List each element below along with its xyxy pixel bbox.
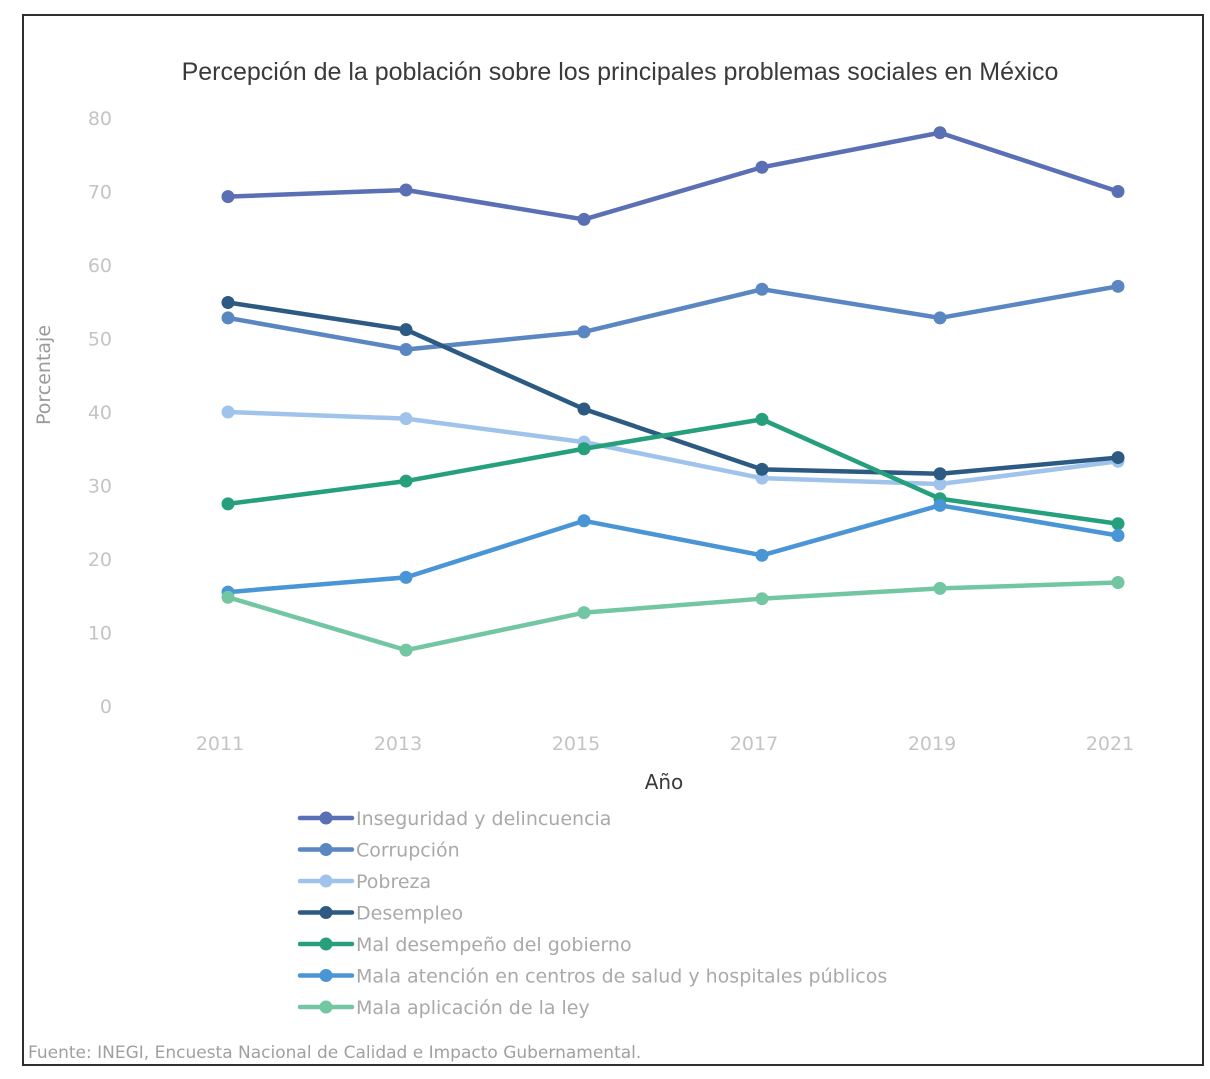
data-point	[577, 514, 591, 528]
y-tick-label: 70	[88, 182, 112, 204]
data-point	[577, 606, 591, 620]
data-point	[221, 590, 235, 604]
x-tick-label: 2011	[196, 733, 244, 755]
data-point	[399, 643, 413, 657]
series-group	[221, 279, 1125, 357]
series-lines	[221, 126, 1125, 657]
data-point	[933, 477, 947, 491]
series-group	[221, 295, 1125, 481]
data-point	[1111, 185, 1125, 198]
data-point	[577, 442, 591, 456]
y-tick-label: 80	[88, 108, 112, 130]
legend-swatch-marker	[319, 874, 333, 888]
data-point	[1111, 517, 1125, 531]
series-line	[225, 130, 1121, 222]
legend-item: Corrupción	[297, 840, 460, 862]
series-group	[221, 412, 1125, 531]
data-point	[933, 498, 947, 512]
data-point	[933, 581, 947, 595]
y-tick-label: 30	[88, 476, 112, 498]
series-line	[225, 284, 1121, 352]
x-tick-label: 2017	[730, 733, 778, 755]
chart-title: Percepción de la población sobre los pri…	[182, 58, 1059, 86]
legend-item: Pobreza	[297, 871, 431, 893]
data-point	[1111, 528, 1125, 542]
data-point	[1111, 451, 1125, 465]
series-line	[225, 503, 1121, 595]
series-group	[221, 126, 1125, 226]
y-tick-label: 10	[88, 623, 112, 645]
series-line	[225, 580, 1121, 653]
data-point	[755, 462, 769, 476]
legend-swatch-marker	[319, 906, 333, 919]
legend-label: Desempleo	[356, 903, 463, 925]
y-axis-ticks: 0 10 20 30 40 50 60 70 80	[88, 108, 112, 718]
legend-swatch-marker	[319, 937, 333, 951]
x-tick-label: 2013	[374, 733, 422, 755]
data-point	[221, 497, 235, 511]
legend-swatch-marker	[319, 811, 333, 825]
series-group	[221, 405, 1125, 491]
x-tick-label: 2021	[1086, 733, 1134, 755]
legend-label: Inseguridad y delincuencia	[356, 808, 611, 830]
x-tick-label: 2015	[552, 733, 600, 755]
data-point	[933, 126, 947, 140]
legend-item: Mala aplicación de la ley	[297, 997, 590, 1019]
series-group	[221, 498, 1125, 599]
data-point	[221, 295, 235, 309]
data-point	[755, 412, 769, 426]
y-tick-label: 50	[88, 329, 112, 351]
y-tick-label: 20	[88, 549, 112, 571]
data-point	[399, 412, 413, 426]
legend-swatch-marker	[319, 843, 333, 856]
legend: Inseguridad y delincuencia Corrupción Pobr…	[297, 808, 887, 1019]
data-point	[221, 405, 235, 419]
legend-label: Mal desempeño del gobierno	[356, 934, 632, 956]
x-axis-label: Año	[645, 770, 684, 794]
y-tick-label: 60	[88, 255, 112, 277]
series-line	[225, 409, 1121, 487]
legend-label: Mala aplicación de la ley	[356, 997, 590, 1019]
data-point	[399, 343, 413, 357]
data-point	[399, 183, 413, 197]
legend-swatch-marker	[319, 969, 333, 982]
series-group	[221, 576, 1125, 657]
chart-frame	[22, 14, 1204, 1066]
data-point	[399, 570, 413, 584]
legend-label: Mala atención en centros de salud y hosp…	[356, 966, 887, 988]
legend-item: Mal desempeño del gobierno	[297, 934, 632, 956]
data-point	[1111, 576, 1125, 590]
source-note: Fuente: INEGI, Encuesta Nacional de Cali…	[28, 1043, 641, 1063]
y-axis-label: Porcentaje	[33, 325, 55, 425]
data-point	[1111, 279, 1125, 293]
legend-label: Pobreza	[356, 871, 431, 893]
y-tick-label: 0	[100, 696, 112, 718]
data-point	[399, 323, 413, 337]
series-line	[225, 300, 1121, 476]
x-axis-ticks: 2011 2013 2015 2017 2019 2021	[196, 733, 1134, 755]
data-point	[577, 212, 591, 226]
data-point	[577, 325, 591, 339]
data-point	[755, 282, 769, 296]
legend-item: Desempleo	[297, 903, 463, 925]
data-point	[933, 311, 947, 325]
legend-item: Mala atención en centros de salud y hosp…	[297, 966, 887, 988]
data-point	[933, 467, 947, 481]
data-point	[577, 402, 591, 416]
data-point	[755, 592, 769, 606]
y-tick-label: 40	[88, 402, 112, 424]
legend-label: Corrupción	[356, 840, 460, 862]
legend-item: Inseguridad y delincuencia	[297, 808, 611, 830]
data-point	[755, 548, 769, 562]
data-point	[755, 160, 769, 174]
x-tick-label: 2019	[908, 733, 956, 755]
series-line	[225, 417, 1121, 526]
data-point	[399, 474, 413, 488]
legend-swatch-marker	[319, 1000, 333, 1014]
data-point	[221, 190, 235, 204]
data-point	[221, 311, 235, 325]
